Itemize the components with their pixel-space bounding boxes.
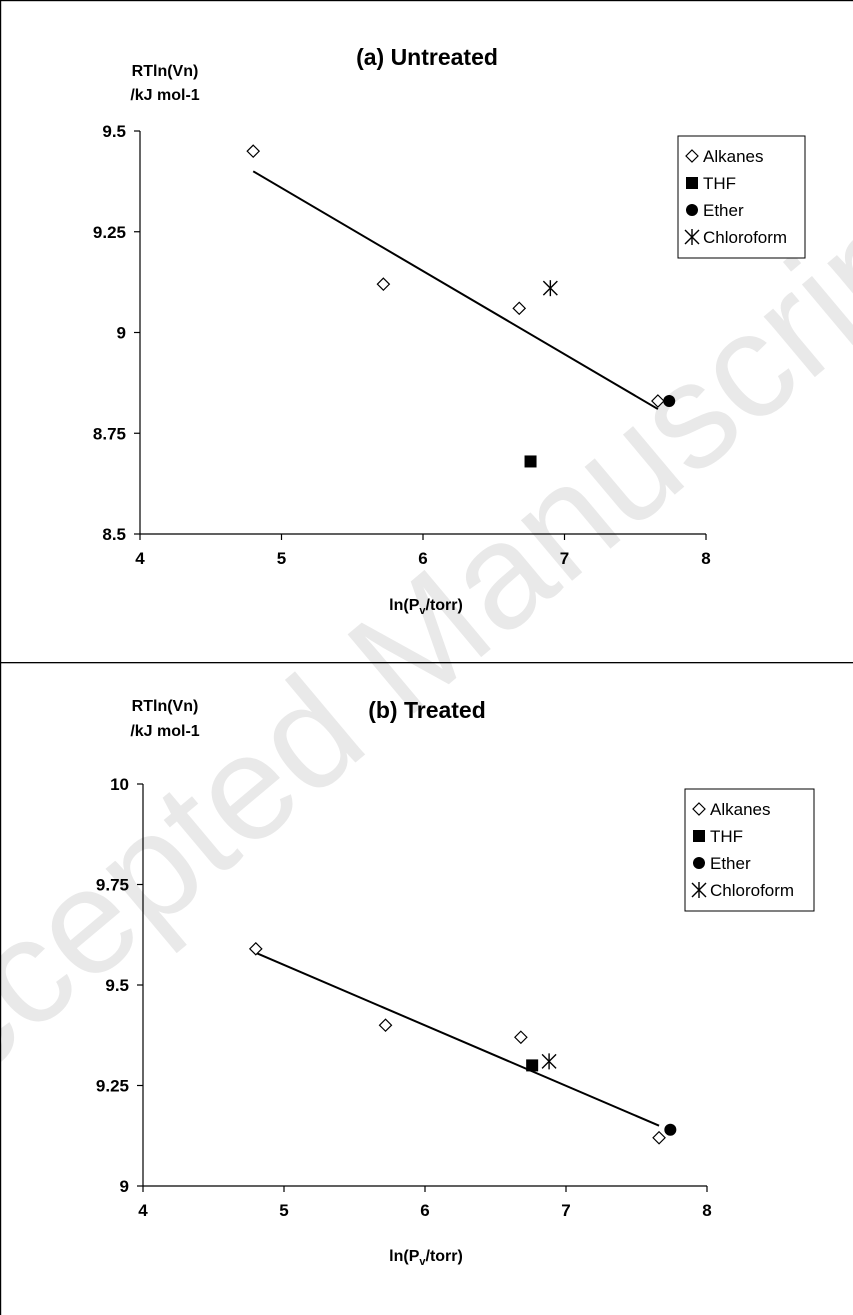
chart-title: (a) Untreated	[356, 44, 498, 70]
point-thf-0	[526, 1059, 539, 1072]
point-chloroform-0	[541, 1053, 557, 1070]
chart-treated: (b) Treated RTln(Vn) /kJ mol-1 ln(Pv/tor…	[96, 697, 815, 1268]
point-alkanes-2	[512, 301, 527, 316]
legend-marker-alkanes-shape	[692, 802, 706, 816]
x-tick-label: 6	[418, 549, 427, 568]
legend-label-alkanes: Alkanes	[703, 147, 763, 166]
legend-marker-ether	[693, 857, 705, 869]
point-alkanes-2-shape	[514, 1030, 528, 1045]
legend-marker-chloroform	[684, 229, 700, 245]
x-tick-label: 5	[277, 549, 286, 568]
y-axis-label-line2: /kJ mol-1	[130, 723, 199, 740]
legend-marker-thf-shape	[693, 830, 705, 842]
point-thf-0	[524, 455, 537, 468]
legend-marker-alkanes-shape	[685, 149, 699, 163]
y-tick-label: 9.5	[102, 122, 126, 141]
y-axis-label-line1: RTln(Vn)	[132, 63, 199, 80]
legend-label-thf: THF	[710, 827, 743, 846]
legend-box	[684, 788, 815, 912]
y-tick-label: 9.25	[96, 1077, 129, 1096]
data-points	[246, 144, 676, 468]
x-axis-label: ln(Pv/torr)	[389, 1248, 463, 1268]
x-tick-label: 7	[560, 549, 569, 568]
point-ether-0	[663, 395, 676, 408]
point-alkanes-3	[652, 1130, 666, 1145]
legend-label-chloroform: Chloroform	[710, 881, 794, 900]
trendline-group	[252, 170, 659, 410]
x-tick-label: 4	[135, 549, 145, 568]
data-points	[248, 941, 677, 1145]
x-tick-label: 4	[138, 1201, 148, 1220]
x-tick-label: 6	[420, 1201, 429, 1220]
chart-title: (b) Treated	[368, 697, 486, 723]
legend: Alkanes THF Ether Chloroform	[684, 788, 815, 912]
point-alkanes-1-shape	[378, 1018, 393, 1033]
legend-label-ether: Ether	[710, 854, 751, 873]
point-alkanes-1	[378, 1018, 393, 1033]
x-tick-label: 8	[701, 549, 710, 568]
legend: Alkanes THF Ether Chloroform	[677, 135, 806, 259]
legend-marker-thf	[686, 177, 698, 189]
point-alkanes-3	[651, 394, 665, 408]
panel-b-border	[0, 661, 853, 1315]
y-tick-label: 9	[117, 324, 126, 343]
y-tick-label: 8.5	[102, 525, 126, 544]
legend-marker-alkanes	[692, 802, 706, 816]
legend-marker-thf	[693, 830, 705, 842]
point-alkanes-0-shape	[248, 941, 263, 956]
y-tick-label: 9.5	[105, 976, 129, 995]
chart-untreated: (a) Untreated RTln(Vn) /kJ mol-1 ln(Pv/t…	[93, 44, 806, 617]
x-tick-label: 7	[561, 1201, 570, 1220]
point-alkanes-3-shape	[651, 394, 665, 408]
legend-marker-chloroform	[691, 882, 707, 898]
y-tick-label: 10	[110, 775, 129, 794]
trendline-group	[255, 951, 660, 1127]
point-ether-0	[664, 1123, 677, 1136]
point-alkanes-2	[514, 1030, 528, 1045]
y-axis-label-line2: /kJ mol-1	[130, 87, 199, 104]
trendline	[252, 170, 659, 410]
point-alkanes-1	[376, 277, 391, 291]
point-alkanes-2-shape	[512, 301, 527, 316]
y-tick-label: 9.25	[93, 223, 126, 242]
point-alkanes-0-shape	[246, 144, 261, 158]
legend-label-thf: THF	[703, 174, 736, 193]
y-tick-label: 9.75	[96, 876, 129, 895]
legend-box	[677, 135, 806, 259]
y-tick-label: 8.75	[93, 424, 126, 443]
point-thf-0-shape	[526, 1059, 539, 1072]
point-ether-0-shape	[663, 395, 676, 408]
x-axis-label: ln(Pv/torr)	[389, 597, 463, 617]
y-tick-label: 9	[120, 1177, 129, 1196]
legend-label-chloroform: Chloroform	[703, 228, 787, 247]
legend-marker-ether	[686, 204, 698, 216]
legend-label-ether: Ether	[703, 201, 744, 220]
x-tick-label: 8	[702, 1201, 711, 1220]
point-ether-0-shape	[664, 1123, 677, 1136]
point-thf-0-shape	[524, 455, 537, 468]
point-alkanes-1-shape	[376, 277, 391, 291]
legend-marker-ether-shape	[686, 204, 698, 216]
y-axis-label-line1: RTln(Vn)	[132, 698, 199, 715]
legend-marker-thf-shape	[686, 177, 698, 189]
point-alkanes-3-shape	[652, 1130, 666, 1145]
legend-marker-alkanes	[685, 149, 699, 163]
legend-marker-ether-shape	[693, 857, 705, 869]
axes: 9 9.25 9.5 9.75 10 4 5 6 7 8	[96, 775, 712, 1220]
point-chloroform-0	[542, 280, 558, 297]
point-alkanes-0	[248, 941, 263, 956]
point-alkanes-0	[246, 144, 261, 158]
x-tick-label: 5	[279, 1201, 288, 1220]
trendline	[255, 951, 660, 1127]
legend-label-alkanes: Alkanes	[710, 800, 770, 819]
axes: 8.5 8.75 9 9.25 9.5 4 5 6 7 8	[93, 122, 711, 568]
